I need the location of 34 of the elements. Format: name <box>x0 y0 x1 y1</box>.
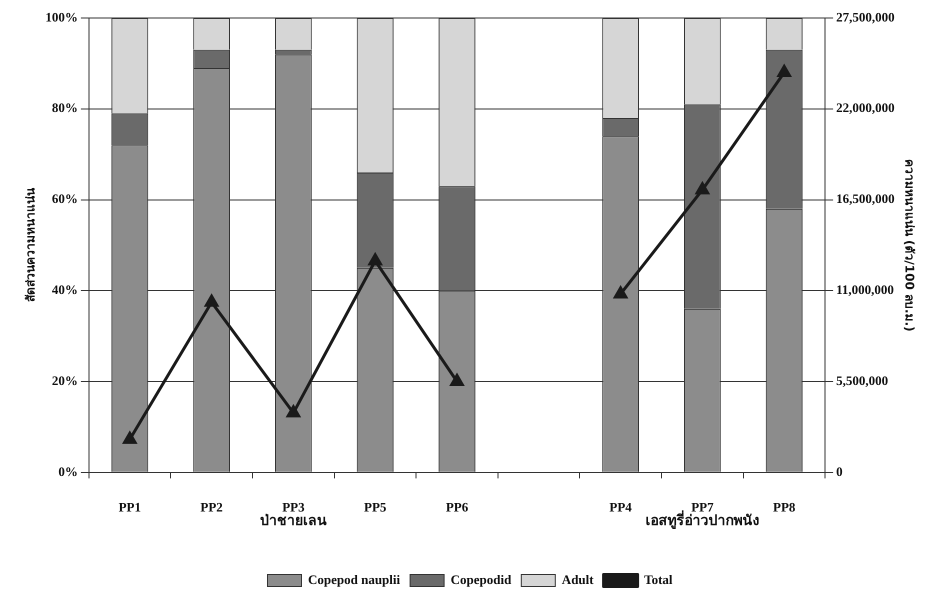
x-tick-label: PP3 <box>282 500 306 515</box>
point <box>614 286 628 298</box>
y2-axis-title: ความหนาแน่น (ตัว/100 ลบ.ม.) <box>902 158 917 332</box>
point <box>123 432 136 444</box>
legend-label: Copepod nauplii <box>308 572 400 587</box>
legend-label: Adult <box>562 572 594 587</box>
x-tick-label: PP4 <box>609 500 632 515</box>
y2-tick-label: 16,500,000 <box>836 191 895 206</box>
y-tick-label: 40% <box>52 282 78 297</box>
y-tick-label: 20% <box>52 372 78 388</box>
y2-tick-label: 5,500,000 <box>836 372 888 388</box>
point <box>368 253 382 266</box>
x-tick-label: PP8 <box>773 500 796 515</box>
point <box>778 65 791 78</box>
y-tick-label: 60% <box>52 191 78 206</box>
point <box>696 182 710 194</box>
x-tick-label: PP6 <box>446 500 469 515</box>
y-tick-label: 0% <box>58 464 78 479</box>
x-tick-label: PP2 <box>200 500 223 515</box>
point <box>450 374 464 386</box>
point <box>286 405 300 418</box>
y-tick-label: 80% <box>52 100 78 116</box>
y2-tick-label: 27,500,000 <box>836 9 895 24</box>
y2-tick-label: 22,000,000 <box>836 100 895 116</box>
y2-tick-label: 11,000,000 <box>836 282 894 297</box>
x-tick-label: PP5 <box>364 500 387 515</box>
text: ป่าชายเลน <box>260 513 327 530</box>
legend-label: Copepodid <box>450 572 512 587</box>
legend-label: Total <box>644 572 673 587</box>
x-tick-label: PP1 <box>118 500 141 515</box>
y-axis-title: สัดส่วนความหนาแน่น <box>23 187 38 302</box>
point <box>204 294 218 307</box>
y2-tick-label: 0 <box>836 464 843 479</box>
y-tick-label: 100% <box>45 9 78 24</box>
